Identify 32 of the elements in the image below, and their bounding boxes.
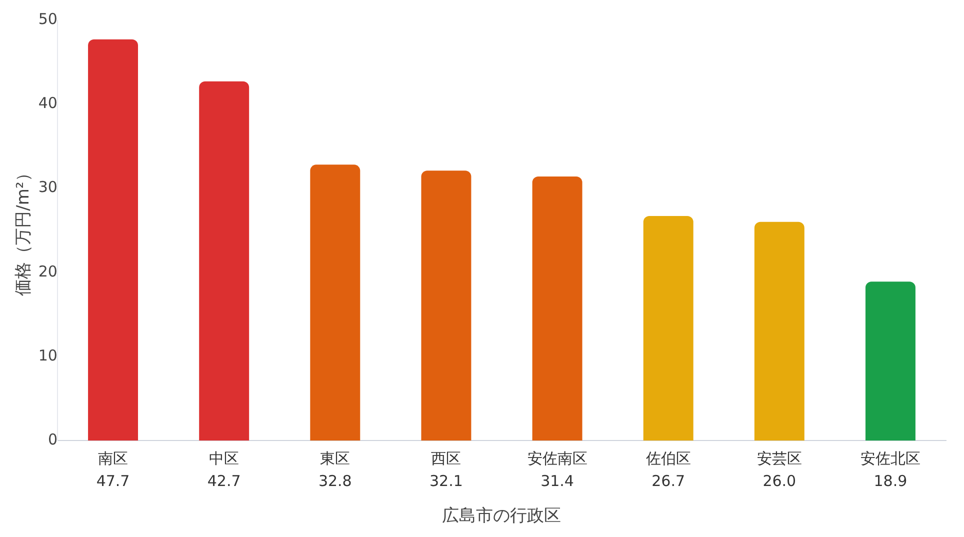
bar — [754, 222, 804, 441]
x-tick-label: 佐伯区 — [646, 449, 691, 468]
x-tick-label: 西区 — [431, 449, 462, 468]
y-tick-label: 30 — [38, 178, 58, 196]
bar — [865, 282, 916, 441]
bar — [88, 39, 138, 441]
data-label: 26.7 — [652, 472, 686, 490]
x-tick-label: 東区 — [320, 449, 350, 468]
bar — [532, 176, 582, 441]
x-tick-label: 中区 — [209, 449, 240, 468]
bar — [643, 216, 694, 441]
x-axis-title: 広島市の行政区 — [442, 506, 562, 526]
y-tick-label: 20 — [38, 262, 58, 280]
y-tick-label: 10 — [38, 346, 58, 364]
y-tick-label: 50 — [38, 10, 58, 28]
data-label: 32.1 — [430, 472, 463, 490]
y-tick-label: 40 — [38, 94, 58, 112]
data-label: 31.4 — [540, 472, 574, 490]
y-tick-label: 0 — [48, 430, 58, 448]
data-label: 26.0 — [762, 472, 796, 490]
bar — [199, 81, 250, 441]
bar — [421, 170, 472, 441]
data-label: 42.7 — [207, 472, 241, 490]
data-label: 18.9 — [874, 472, 908, 490]
x-tick-label: 南区 — [98, 449, 128, 468]
data-label: 47.7 — [96, 472, 130, 490]
data-label: 32.8 — [318, 472, 352, 490]
x-tick-label: 安佐北区 — [860, 449, 920, 468]
y-axis-title: 価格（万円/m²） — [14, 164, 34, 296]
x-tick-label: 安芸区 — [756, 449, 802, 468]
bar — [310, 164, 360, 441]
x-tick-label: 安佐南区 — [527, 449, 588, 468]
